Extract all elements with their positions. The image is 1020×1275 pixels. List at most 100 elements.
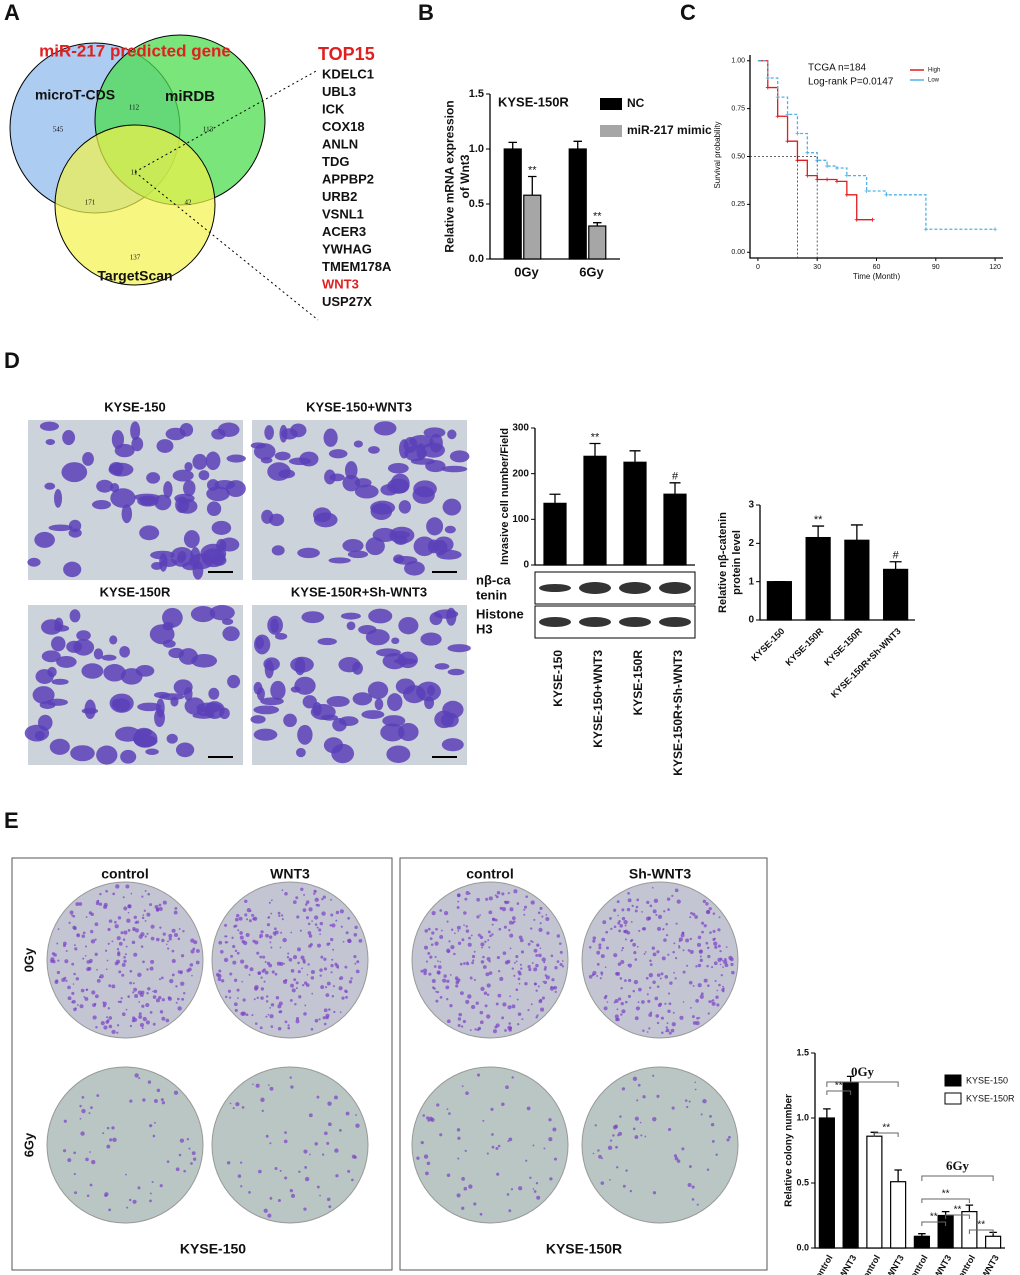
cell — [353, 440, 363, 448]
colony — [480, 960, 485, 964]
colony — [536, 1195, 541, 1200]
colony — [641, 1000, 645, 1004]
colony — [501, 1102, 505, 1107]
region-count: 113 — [203, 126, 214, 134]
blot-band — [659, 617, 691, 627]
colony — [706, 946, 710, 950]
y-tick-label: 0.25 — [731, 201, 745, 208]
cell — [398, 722, 419, 742]
colony — [331, 958, 334, 961]
colony — [283, 980, 285, 982]
colony — [707, 984, 710, 987]
colony — [340, 925, 343, 928]
colony — [426, 1116, 430, 1120]
colony — [259, 1026, 263, 1030]
colony — [617, 962, 622, 966]
y-axis-label: Relative colony number — [784, 1094, 795, 1207]
region-count: 112 — [129, 104, 140, 112]
colony — [323, 967, 328, 971]
cell — [156, 439, 174, 453]
colony — [536, 1014, 539, 1017]
colony — [127, 928, 131, 932]
y-tick-label: 1.5 — [796, 1047, 809, 1057]
colony — [619, 977, 623, 980]
colony — [252, 1083, 254, 1086]
colony — [602, 920, 607, 925]
cell — [328, 449, 348, 459]
cell — [398, 616, 419, 635]
colony — [218, 969, 222, 973]
colony — [108, 1208, 112, 1212]
colony — [613, 908, 617, 912]
colony — [632, 989, 636, 993]
legend-swatch — [600, 98, 622, 110]
colony — [465, 929, 470, 933]
colony — [269, 1014, 274, 1019]
colony — [668, 1127, 672, 1132]
colony — [142, 1098, 146, 1102]
colony — [56, 970, 61, 975]
colony — [78, 902, 83, 906]
legend-label: KYSE-150 — [966, 1075, 1008, 1085]
colony — [697, 935, 702, 940]
colony — [150, 924, 155, 929]
cell — [146, 472, 161, 484]
colony — [619, 924, 623, 928]
colony — [614, 1014, 619, 1019]
cell — [253, 705, 280, 715]
colony — [665, 933, 669, 937]
colony — [107, 1007, 111, 1010]
blot-label: H3 — [476, 621, 493, 636]
colony — [234, 1008, 238, 1012]
gene: ANLN — [322, 136, 358, 151]
colony — [711, 1001, 716, 1006]
colony — [416, 1156, 420, 1160]
colony — [473, 1202, 477, 1206]
colony — [671, 1106, 675, 1110]
colony — [459, 962, 463, 966]
panel-label: B — [418, 0, 434, 25]
colony — [175, 1001, 178, 1004]
legend-label: NC — [627, 96, 645, 110]
cell — [159, 693, 185, 701]
colony — [97, 899, 100, 902]
cell — [91, 500, 112, 510]
colony — [244, 913, 248, 917]
colony — [649, 904, 653, 908]
colony — [532, 1188, 535, 1190]
colony — [353, 932, 358, 937]
colony — [279, 946, 282, 949]
colony — [446, 998, 449, 1001]
colony — [237, 929, 240, 932]
colony — [548, 1137, 553, 1142]
y-tick-label: 2 — [748, 538, 754, 549]
colony — [82, 931, 86, 935]
colony — [302, 960, 306, 964]
colony — [152, 1022, 156, 1026]
colony — [617, 914, 619, 917]
colony — [468, 936, 471, 940]
colony — [141, 895, 144, 898]
colony — [477, 1026, 482, 1031]
colony — [146, 992, 149, 995]
colony — [656, 1094, 660, 1098]
colony — [173, 910, 178, 915]
colony — [540, 1007, 545, 1012]
colony — [351, 1154, 356, 1159]
colony — [630, 938, 634, 942]
colony — [457, 893, 461, 898]
colony — [518, 982, 521, 985]
colony — [111, 1126, 115, 1130]
colony — [486, 993, 490, 997]
colony — [550, 954, 554, 958]
cell — [398, 500, 412, 514]
error-bar — [589, 442, 601, 457]
y-tick-label: 3 — [748, 500, 754, 511]
colony — [695, 1021, 700, 1026]
colony — [266, 961, 271, 965]
colony — [100, 1021, 105, 1026]
colony — [543, 980, 548, 985]
colony — [433, 965, 437, 968]
colony — [618, 1131, 623, 1136]
